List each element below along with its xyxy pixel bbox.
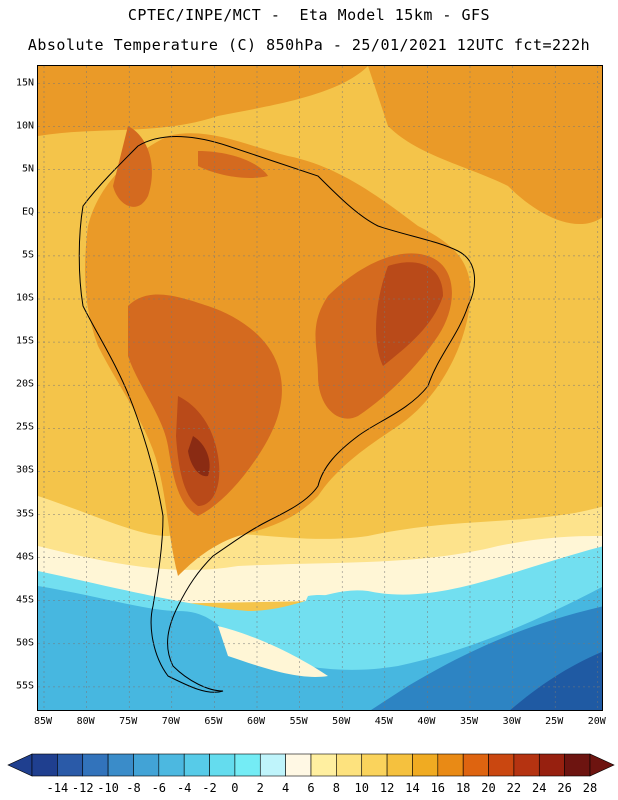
lon-tick-label: 80W [76,716,95,727]
colorbar-tick-label: 14 [405,781,420,795]
temperature-map [38,66,602,710]
chart-subtitle: Absolute Temperature (C) 850hPa - 25/01/… [27,36,591,54]
colorbar-segment [183,753,210,777]
lon-tick-label: 40W [417,716,436,727]
warm-region-caribbean [38,66,368,136]
colorbar-tick-label: 20 [481,781,496,795]
lat-tick-label: EQ [21,206,34,218]
lon-tick-label: 65W [204,716,223,727]
colorbar-segment [285,753,312,777]
land-hottest-core [188,436,210,477]
colorbar-segment [513,753,540,777]
graticule [38,66,602,710]
colorbar-tick-label: -6 [151,781,167,795]
colorbar-tick-label: -4 [176,781,192,795]
colorbar-tick-label: -14 [46,781,69,795]
lon-tick-label: 70W [161,716,180,727]
colorbar-tick-label: 24 [532,781,547,795]
colorbar-tick-label: 2 [256,781,264,795]
colorbar-segment [234,753,261,777]
lon-tick-label: 75W [119,716,138,727]
colorbar-segment [462,753,489,777]
lon-tick-label: 45W [374,716,393,727]
navy-band-south [510,651,602,710]
colorbar-tick-label: 22 [506,781,522,795]
lat-tick-label: 15S [15,335,34,347]
lon-tick-label: 55W [289,716,308,727]
chart-title: CPTEC/INPE/MCT - Eta Model 15km - GFS [127,6,491,24]
colorbar-tick-label: 8 [332,781,340,795]
lat-tick-label: 45S [15,594,34,606]
lon-tick-label: 25W [545,716,564,727]
colorbar-tick-label: 28 [582,781,598,795]
colorbar-segment [310,753,337,777]
colorbar-tick-label: 18 [455,781,471,795]
colorbar-segment [82,753,109,777]
lon-tick-label: 20W [587,716,606,727]
lon-tick-label: 30W [502,716,521,727]
colorbar-tick-label: 6 [307,781,315,795]
land-hot-guiana [198,151,268,178]
map-panel [37,65,603,711]
colorbar-segment [336,753,363,777]
lat-tick-label: 5N [21,163,34,175]
lat-tick-label: 10N [15,120,34,132]
lon-tick-label: 50W [332,716,351,727]
warm-region-atlantic [368,66,602,225]
colorbar-segment [538,753,565,777]
colorbar-tick-label: 26 [557,781,572,795]
lon-tick-label: 85W [33,716,53,727]
colorbar-tick-label: -2 [202,781,217,795]
lat-tick-label: 15N [15,77,34,88]
colorbar-left-arrow [7,753,33,777]
lat-tick-label: 55S [15,680,34,692]
colorbar-segment [57,753,84,777]
colorbar-tick-label: 12 [379,781,395,795]
lat-tick-label: 35S [15,508,34,519]
land-hot-north [113,126,152,207]
colorbar-segment [564,753,591,777]
lat-tick-label: 30S [15,464,34,476]
cyan-patch-south [302,595,394,662]
land-hotter-brazil [376,262,443,366]
colorbar-tick-label: 10 [354,781,369,795]
colorbar-segment [133,753,160,777]
colorbar-segment [488,753,515,777]
lat-tick-label: 25S [15,421,34,433]
lat-tick-label: 20S [15,378,34,390]
colorbar-segment [107,753,134,777]
colorbar-segment [361,753,388,777]
colorbar-right-arrow [589,753,615,777]
colorbar-tick-label: 4 [282,781,290,795]
lat-tick-label: 40S [15,551,34,563]
lat-tick-label: 5S [21,249,34,261]
colorbar-tick-label: 0 [231,781,239,795]
colorbar-segment [386,753,413,777]
colorbar-segment [259,753,286,777]
colorbar-segment [158,753,185,777]
colorbar-tick-label: -8 [126,781,141,795]
colorbar-segment [31,753,58,777]
lon-tick-label: 60W [246,716,266,727]
colorbar-segment [209,753,236,777]
lat-tick-label: 10S [15,292,34,304]
colorbar-segment [437,753,464,777]
land-hot-region [128,294,282,516]
lat-tick-label: 50S [15,637,34,649]
colorbar-tick-label: -12 [71,781,94,795]
cream-patch-tip [218,626,328,677]
colorbar [7,753,615,777]
lon-tick-label: 35W [459,716,479,727]
coastline [78,136,476,693]
colorbar-tick-label: -10 [97,781,119,795]
colorbar-segment [412,753,439,777]
colorbar-tick-label: 16 [430,781,446,795]
